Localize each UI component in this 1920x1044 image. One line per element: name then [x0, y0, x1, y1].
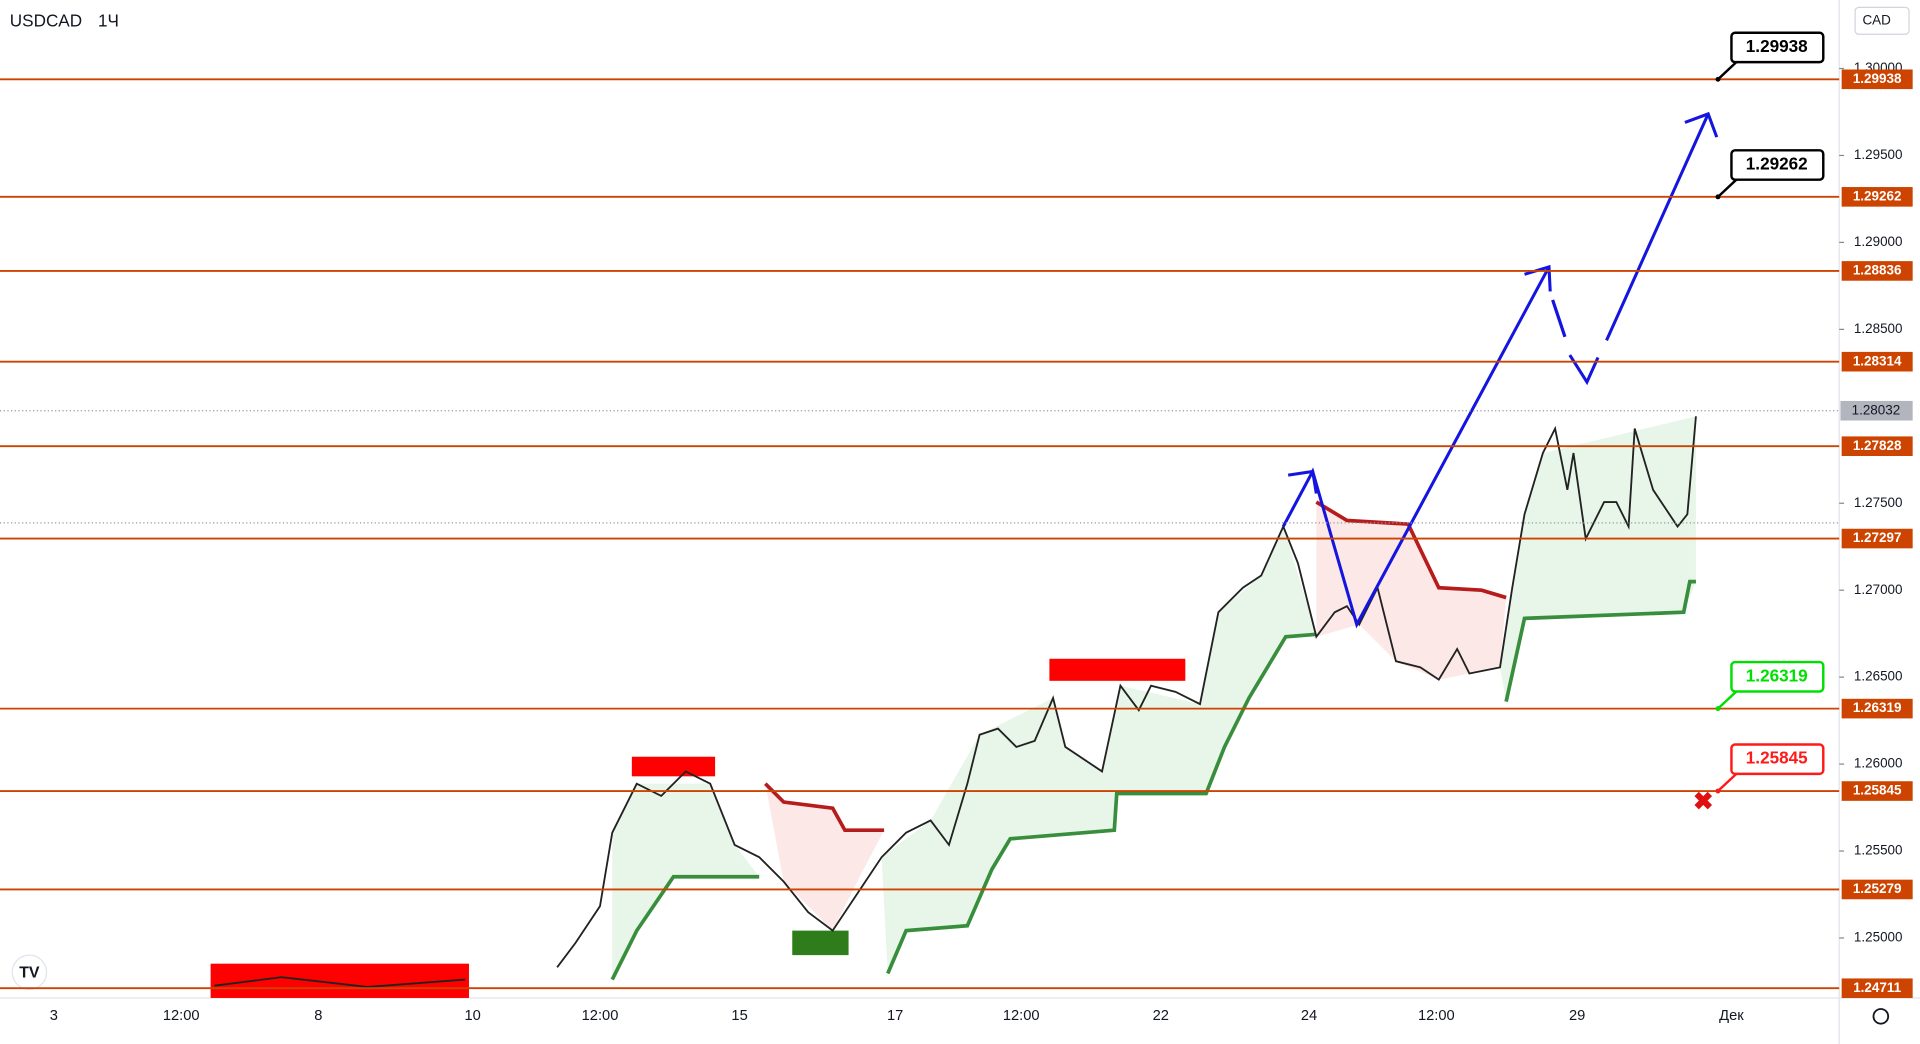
level-label-box	[1841, 187, 1913, 207]
callout-box	[1730, 149, 1825, 181]
y-tick-label: 1.25000	[1854, 930, 1903, 945]
level-label-box	[1841, 261, 1913, 281]
y-tick-label: 1.27500	[1854, 495, 1903, 510]
level-label: 1.27297	[1853, 530, 1902, 545]
fill	[881, 526, 1317, 974]
callout-anchor	[1715, 76, 1721, 82]
callout-anchor	[1715, 788, 1721, 794]
x-tick-label: 15	[731, 1008, 747, 1024]
forecast-arrow	[1551, 113, 1710, 386]
y-tick-label: 1.26500	[1854, 669, 1903, 684]
callout-pointer	[1717, 61, 1738, 81]
last-price-label: 1.28032	[1852, 402, 1901, 417]
arrow-head	[1287, 469, 1318, 494]
last-price-box	[1840, 400, 1913, 421]
indicator-line	[1315, 500, 1507, 600]
indicator-line	[764, 782, 885, 833]
level-label-box	[1841, 436, 1913, 457]
x-tick-label: 3	[50, 1008, 58, 1024]
callout-pointer	[1717, 690, 1738, 710]
logo: TV	[11, 954, 48, 991]
price-path	[214, 976, 466, 988]
x-tick-label: 12:00	[1418, 1008, 1455, 1024]
level-label: 1.24711	[1853, 980, 1901, 995]
settings-icon[interactable]	[1872, 1008, 1890, 1025]
stop-mark: ✖	[1693, 789, 1714, 816]
y-tick-label: 1.25500	[1854, 843, 1903, 858]
indicator-line	[886, 632, 1317, 975]
y-tick-label: 1.29500	[1854, 147, 1903, 162]
level-label: 1.25845	[1853, 783, 1902, 798]
fill	[765, 783, 885, 931]
x-tick-label: 12:00	[582, 1008, 619, 1024]
level-label-box	[1841, 528, 1913, 549]
x-tick-label: 8	[314, 1008, 322, 1024]
y-tick-label: 1.27000	[1854, 582, 1903, 597]
interval: 1Ч	[98, 11, 119, 31]
level-label-box	[1841, 781, 1913, 801]
callout-label: 1.29262	[1746, 154, 1808, 174]
svg-text:TV: TV	[19, 965, 40, 982]
y-tick-label: 1.29000	[1854, 234, 1903, 249]
callout-box	[1730, 31, 1825, 64]
level-label-box	[1841, 698, 1913, 719]
callout-anchor	[1715, 194, 1721, 200]
price-path	[556, 416, 1697, 968]
level-label: 1.29262	[1853, 188, 1902, 203]
callout-anchor	[1715, 706, 1721, 712]
level-label-box	[1841, 69, 1913, 90]
fill	[612, 783, 760, 980]
x-tick-label: 10	[464, 1008, 480, 1024]
indicator-line	[610, 874, 760, 981]
arrow-head	[1684, 111, 1719, 138]
y-tick-label: 1.28500	[1854, 321, 1903, 336]
callout-pointer	[1717, 772, 1738, 792]
zone	[1049, 658, 1186, 681]
y-tick-label: 1.26000	[1854, 756, 1903, 771]
fill	[1500, 416, 1696, 702]
level-label-box	[1841, 351, 1913, 372]
callout-box	[1730, 743, 1825, 776]
callout-label: 1.26319	[1746, 665, 1808, 685]
symbol: USDCAD	[10, 11, 82, 31]
callout-label: 1.29938	[1746, 36, 1808, 56]
indicator-line	[1504, 579, 1696, 703]
zone	[631, 756, 716, 777]
currency-button[interactable]	[1854, 6, 1910, 35]
level-label: 1.28836	[1853, 262, 1902, 277]
callout-box	[1730, 660, 1825, 693]
level-label-box	[1841, 879, 1913, 900]
level-label-box	[1841, 978, 1913, 999]
x-tick-label: 29	[1569, 1008, 1585, 1024]
x-tick-label: 12:00	[1003, 1008, 1040, 1024]
level-label: 1.29938	[1853, 71, 1902, 86]
x-tick-label: 12:00	[163, 1008, 200, 1024]
x-tick-label: 22	[1153, 1008, 1169, 1024]
level-label: 1.25279	[1853, 881, 1902, 896]
level-label: 1.28314	[1853, 353, 1902, 368]
x-tick-label: 17	[887, 1008, 903, 1024]
level-label: 1.27828	[1853, 438, 1902, 453]
x-tick-label: 24	[1301, 1008, 1317, 1024]
level-label: 1.26319	[1853, 700, 1902, 715]
zone	[792, 930, 849, 956]
fill	[1316, 502, 1507, 680]
x-tick-label: Дек	[1719, 1008, 1744, 1024]
callout-label: 1.25845	[1746, 748, 1808, 768]
currency[interactable]: CAD	[1862, 12, 1891, 27]
callout-pointer	[1717, 178, 1738, 198]
zones	[210, 416, 1697, 998]
